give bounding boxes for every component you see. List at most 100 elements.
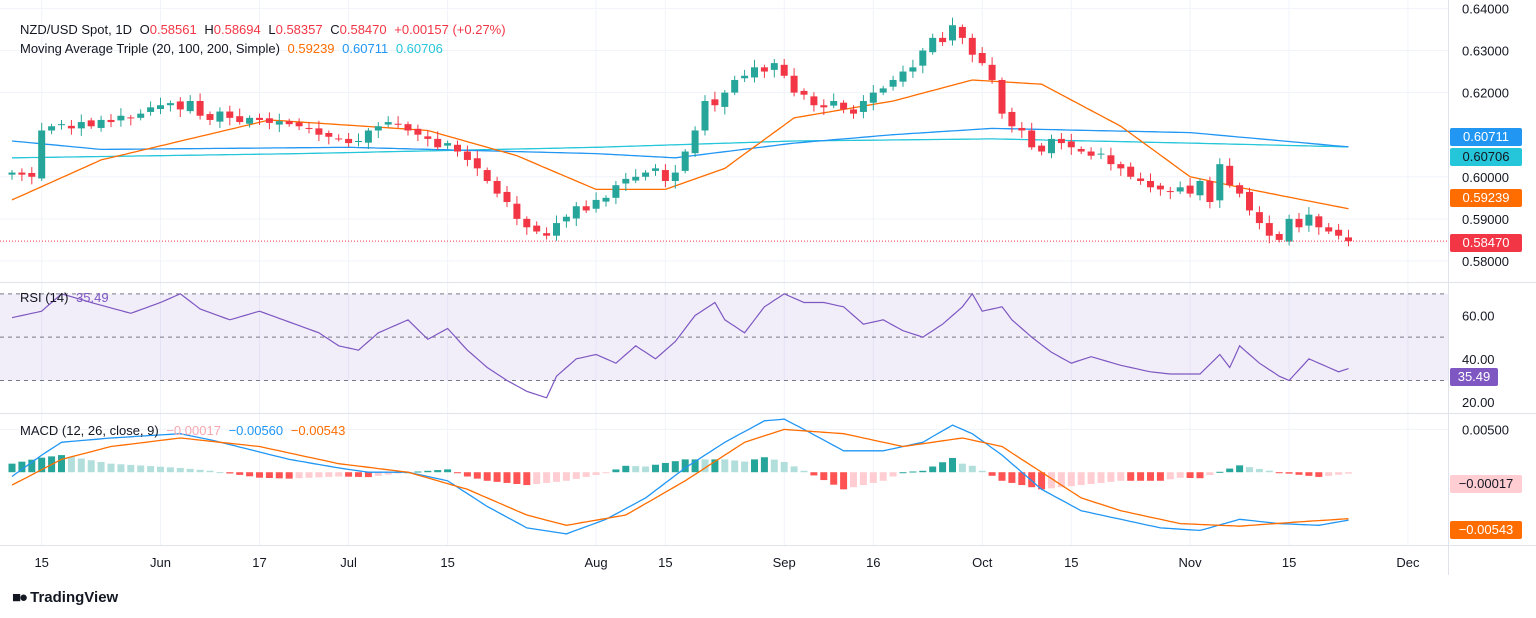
candle-body xyxy=(1156,185,1164,190)
rsi-title[interactable]: RSI (14) xyxy=(20,290,69,305)
candle-body xyxy=(384,122,392,125)
candle-body xyxy=(424,136,432,139)
candle-body xyxy=(1038,145,1046,152)
macd-histogram-bar xyxy=(1335,472,1343,475)
candle-body xyxy=(305,127,313,129)
macd-histogram-bar xyxy=(592,472,600,476)
tradingview-logo[interactable]: ■● TradingView xyxy=(12,589,118,606)
macd-histogram-bar xyxy=(166,467,174,473)
macd-histogram-bar xyxy=(1057,472,1065,488)
macd-histogram-bar xyxy=(958,463,966,473)
candle-body xyxy=(1057,138,1065,144)
candle-body xyxy=(176,101,184,110)
last-price-tag: 0.58470 xyxy=(1450,234,1522,252)
close-value: 0.58470 xyxy=(339,22,387,37)
candle-body xyxy=(1097,153,1105,155)
candle-body xyxy=(572,206,580,219)
macd-axis-label: 0.00500 xyxy=(1462,422,1509,437)
candle-body xyxy=(1127,166,1135,177)
rsi-axis-label: 60.00 xyxy=(1462,309,1495,324)
candle-body xyxy=(1206,180,1214,203)
macd-histogram-bar xyxy=(374,472,382,476)
candle-body xyxy=(246,117,254,124)
macd-histogram-bar xyxy=(414,471,422,473)
candle-body xyxy=(335,138,343,140)
macd-histogram-bar xyxy=(246,472,254,477)
time-axis-label: 16 xyxy=(866,555,880,570)
candle-body xyxy=(760,67,768,72)
macd-histogram-bar xyxy=(315,472,323,478)
rsi-line xyxy=(11,292,1349,399)
macd-histogram-bar xyxy=(305,472,313,478)
macd-histogram-bar xyxy=(117,464,125,473)
macd-histogram-bar xyxy=(523,472,531,486)
symbol-title[interactable]: NZD/USD Spot, 1D xyxy=(20,22,132,37)
macd-histogram-bar xyxy=(67,456,75,473)
macd-title[interactable]: MACD (12, 26, close, 9) xyxy=(20,423,159,438)
candle-body xyxy=(721,92,729,107)
macd-histogram-bar xyxy=(1265,470,1273,473)
candle-body xyxy=(612,185,620,198)
macd-histogram-bar xyxy=(701,459,709,473)
candle-body xyxy=(523,218,531,228)
macd-histogram-bar xyxy=(364,472,372,478)
ma-title[interactable]: Moving Average Triple (20, 100, 200, Sim… xyxy=(20,41,280,56)
candle-body xyxy=(147,107,155,112)
macd-histogram-bar xyxy=(978,470,986,473)
candle-body xyxy=(899,71,907,82)
low-value: 0.58357 xyxy=(275,22,323,37)
macd-legend: MACD (12, 26, close, 9) −0.00017 −0.0056… xyxy=(20,423,349,438)
candle-body xyxy=(394,123,402,125)
candle-body xyxy=(553,223,560,236)
candle-body xyxy=(929,37,937,53)
macd-histogram-bar xyxy=(800,470,808,473)
time-axis-label: 15 xyxy=(34,555,48,570)
macd-histogram-bar xyxy=(176,467,184,473)
price-axis-label: 0.64000 xyxy=(1462,1,1509,16)
candle-body xyxy=(1147,180,1154,188)
candle-body xyxy=(800,90,808,95)
macd-histogram-bar xyxy=(186,468,194,473)
macd-histogram-bar xyxy=(1117,472,1125,481)
macd-histogram-bar xyxy=(107,463,115,473)
macd-histogram-bar xyxy=(1048,472,1055,489)
candle-body xyxy=(1048,138,1055,154)
macd-histogram-bar xyxy=(1325,472,1333,476)
candle-body xyxy=(355,141,362,142)
macd-histogram-bar xyxy=(681,459,689,473)
macd-histogram-bar xyxy=(137,465,145,473)
ma20-value: 0.59239 xyxy=(287,41,335,56)
macd-histogram-bar xyxy=(1216,471,1224,473)
macd-line xyxy=(11,418,1349,535)
macd-histogram-bar xyxy=(810,472,818,476)
macd-histogram-bar xyxy=(454,472,461,474)
candle-body xyxy=(751,67,758,78)
candle-body xyxy=(236,116,244,123)
macd-histogram-bar xyxy=(77,458,85,473)
price-legend: NZD/USD Spot, 1D O0.58561 H0.58694 L0.58… xyxy=(20,22,510,37)
macd-line-value: −0.00560 xyxy=(228,423,284,438)
macd-histogram-bar xyxy=(1275,472,1283,474)
macd-histogram-bar xyxy=(820,472,828,481)
macd-histogram-bar xyxy=(265,472,273,479)
macd-histogram-bar xyxy=(602,472,610,474)
macd-histogram-bar xyxy=(572,472,580,479)
macd-histogram-bar xyxy=(652,464,659,473)
candle-body xyxy=(1107,155,1115,165)
macd-histogram-bar xyxy=(622,465,630,473)
macd-histogram-bar xyxy=(1305,472,1313,476)
ma100-price-tag: 0.60711 xyxy=(1450,128,1522,146)
ma200-value: 0.60706 xyxy=(395,41,443,56)
candle-body xyxy=(622,178,630,184)
candle-body xyxy=(592,199,600,209)
ma100-line xyxy=(11,127,1349,159)
candle-body xyxy=(8,172,16,175)
candle-body xyxy=(949,25,956,41)
candle-body xyxy=(1335,229,1343,236)
time-axis-label: Jun xyxy=(150,555,171,570)
macd-histogram-bar xyxy=(285,472,293,479)
price-axis-label: 0.59000 xyxy=(1462,212,1509,227)
candle-body xyxy=(661,170,669,181)
